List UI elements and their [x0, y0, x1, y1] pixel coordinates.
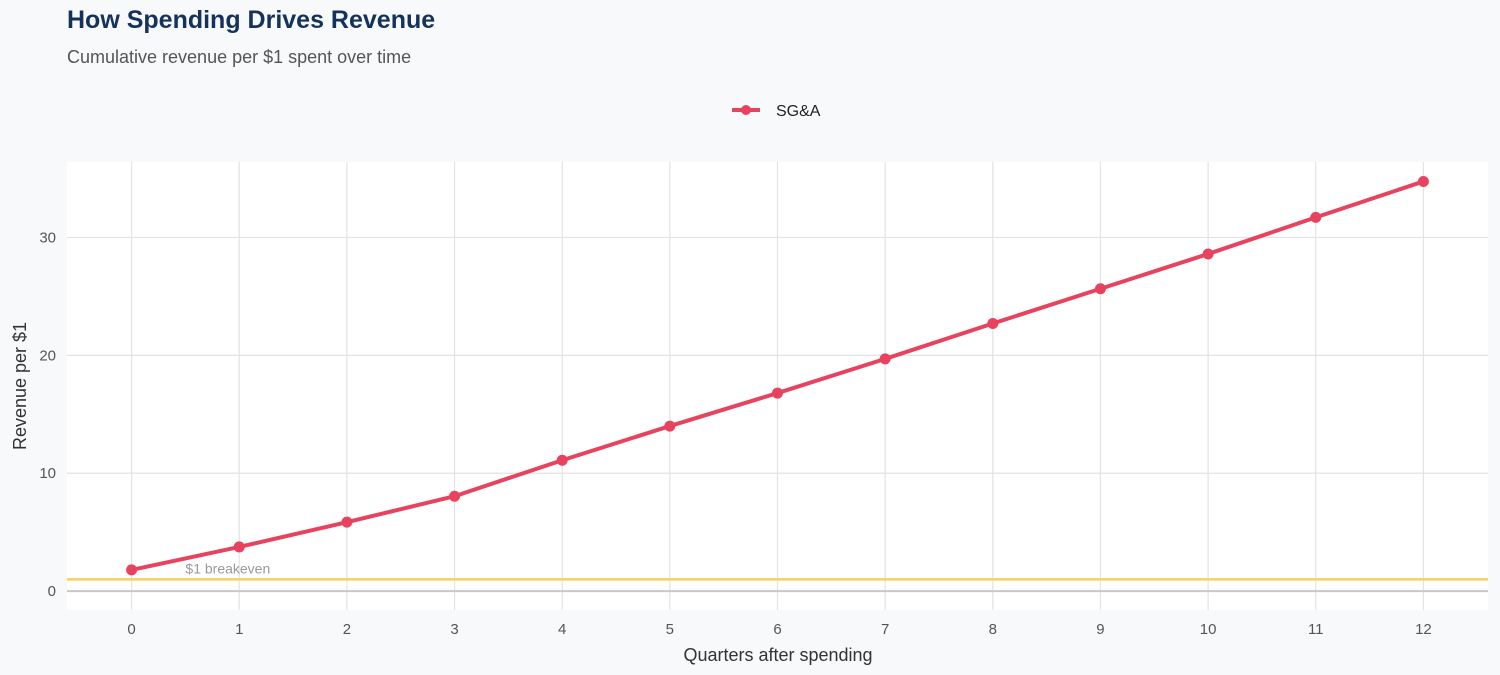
- chart-title: How Spending Drives Revenue: [67, 6, 436, 34]
- x-tick-label: 5: [666, 621, 674, 638]
- data-point: [772, 387, 783, 399]
- x-tick-label: 11: [1308, 621, 1324, 638]
- x-tick-label: 9: [1096, 621, 1104, 638]
- data-point: [1417, 175, 1429, 187]
- legend: SG&A: [732, 103, 821, 120]
- x-tick-label: 6: [773, 621, 781, 638]
- data-point: [341, 516, 353, 528]
- y-tick-label: 10: [39, 465, 56, 482]
- y-tick-label: 30: [39, 229, 56, 246]
- x-tick-label: 3: [450, 621, 458, 638]
- data-point: [879, 353, 891, 365]
- data-point: [233, 541, 245, 553]
- y-tick-label: 0: [48, 583, 56, 600]
- x-tick-label: 1: [235, 621, 243, 638]
- y-tick-label: 20: [39, 347, 56, 364]
- data-point: [987, 318, 999, 330]
- x-tick-label: 12: [1415, 621, 1432, 638]
- x-axis-label: Quarters after spending: [683, 645, 872, 665]
- data-point: [556, 454, 568, 466]
- x-tick-label: 7: [881, 621, 889, 638]
- x-tick-label: 0: [127, 621, 135, 638]
- legend-label: SG&A: [776, 103, 821, 120]
- data-point: [449, 490, 461, 502]
- breakeven-label: $1 breakeven: [185, 560, 270, 576]
- x-tick-label: 2: [343, 621, 351, 638]
- data-point: [126, 564, 138, 576]
- data-point: [1094, 283, 1106, 295]
- data-point: [1310, 211, 1322, 223]
- data-point: [664, 420, 676, 432]
- legend-point-marker: [741, 105, 751, 115]
- x-tick-label: 4: [558, 621, 566, 638]
- x-tick-label: 10: [1200, 621, 1217, 638]
- y-axis-label: Revenue per $1: [10, 322, 30, 450]
- data-point: [1202, 248, 1214, 260]
- chart-subtitle: Cumulative revenue per $1 spent over tim…: [67, 47, 412, 67]
- x-tick-label: 8: [989, 621, 997, 638]
